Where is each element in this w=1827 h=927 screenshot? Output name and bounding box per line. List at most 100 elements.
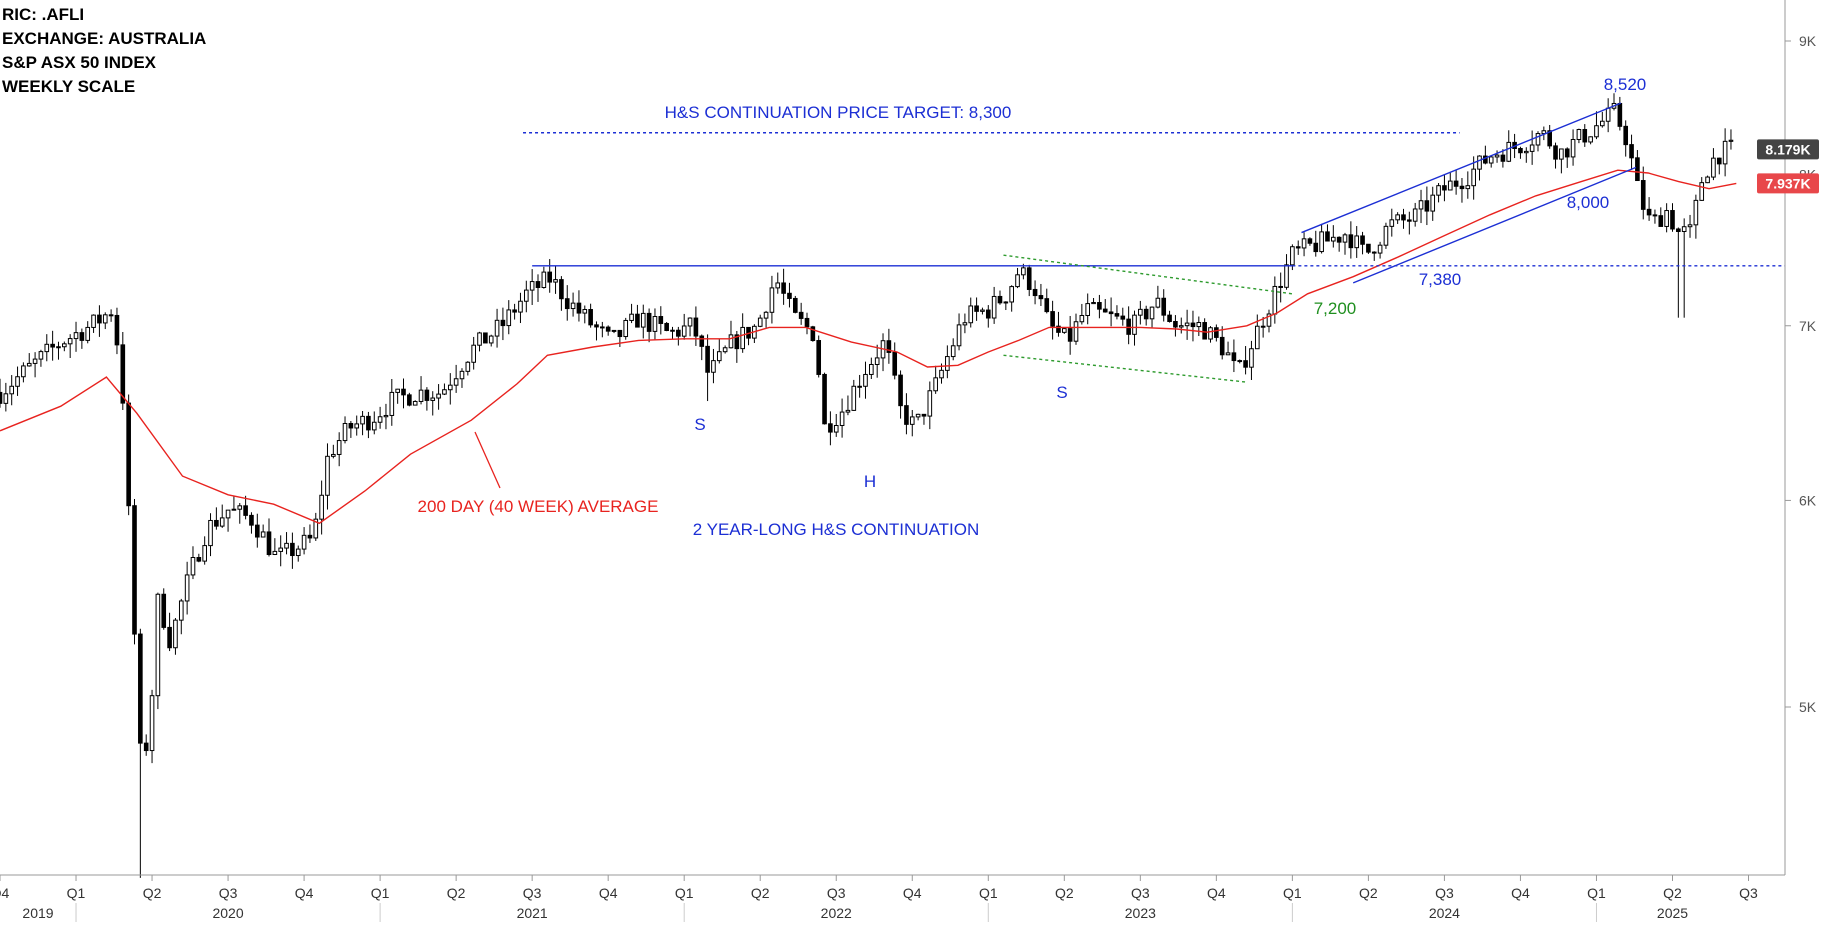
candle-down: [1459, 185, 1465, 190]
candle-up: [915, 413, 921, 418]
candle-up: [1301, 238, 1307, 249]
candle-up: [1330, 236, 1336, 242]
label-8000: 8,000: [1567, 193, 1610, 212]
candle-down: [564, 298, 570, 310]
candle-up: [1184, 322, 1190, 327]
candle-down: [1371, 251, 1377, 254]
x-year-label: 2020: [212, 905, 243, 921]
ma-annotation: 200 DAY (40 WEEK) AVERAGE: [418, 497, 659, 516]
candle-up: [1319, 231, 1324, 253]
candle-down: [1453, 180, 1459, 187]
candle-down: [1500, 154, 1506, 162]
x-quarter-label: Q1: [1587, 885, 1606, 901]
candle-up: [477, 332, 482, 346]
last-price-tag: 8.179K: [1757, 139, 1819, 160]
candle-down: [167, 626, 172, 649]
candle-down: [214, 519, 219, 527]
y-tick-label: 7K: [1799, 318, 1817, 334]
candle-up: [284, 542, 289, 549]
candle-up: [331, 453, 336, 457]
candle-up: [208, 519, 213, 547]
candle-down: [138, 633, 143, 744]
ma-price-tag: 7.937K: [1757, 173, 1819, 194]
candle-down: [1676, 228, 1681, 232]
candle-down: [1670, 210, 1675, 230]
candle-up: [681, 325, 687, 337]
x-quarter-label: Q3: [1435, 885, 1454, 901]
candle-down: [500, 319, 506, 327]
candle-up: [728, 334, 734, 349]
candle-up: [412, 400, 418, 406]
candle-down: [1032, 288, 1038, 297]
candle-down: [196, 557, 202, 562]
x-quarter-label: Q2: [447, 885, 466, 901]
candle-up: [775, 282, 781, 289]
candle-down: [1518, 148, 1523, 154]
candle-down: [1313, 242, 1319, 253]
x-quarter-label: Q3: [827, 885, 846, 901]
header-scale: WEEKLY SCALE: [2, 77, 135, 96]
candle-up: [1138, 308, 1143, 316]
candle-up: [91, 314, 96, 328]
candle-down: [307, 534, 313, 539]
candle-up: [874, 357, 880, 365]
candle-up: [471, 344, 476, 363]
candle-down: [512, 309, 517, 313]
candle-up: [839, 411, 845, 427]
candle-up: [313, 518, 319, 539]
x-axis: Q4 Q1 Q2 Q3 Q4 Q1 Q2 Q3 Q4 Q1 Q2 Q3 Q4 Q1 Q2 Q3 Q4 Q1 Q2 Q3…: [0, 875, 1758, 922]
candle-down: [1026, 267, 1032, 290]
candle-up: [465, 361, 471, 372]
candle-up: [155, 593, 161, 697]
candle-down: [594, 324, 599, 328]
candle-up: [1383, 225, 1389, 246]
candle-up: [833, 425, 839, 433]
candle-down: [348, 422, 354, 429]
candle-down: [1038, 295, 1044, 300]
candle-down: [1646, 208, 1652, 216]
x-quarter-label: Q2: [1663, 885, 1682, 901]
candle-down: [1295, 246, 1301, 249]
candle-down: [1442, 185, 1447, 191]
candle-down: [535, 281, 541, 288]
candle-up: [1003, 301, 1009, 304]
candle-down: [1102, 308, 1108, 313]
candle-down: [1325, 231, 1330, 242]
candle-up: [342, 422, 348, 442]
ma-line: [0, 169, 1737, 525]
candle-up: [430, 397, 436, 401]
candle-down: [974, 305, 979, 312]
candle-up: [1594, 125, 1599, 138]
candle-down: [693, 317, 699, 337]
candle-down: [126, 402, 131, 507]
candle-down: [1161, 297, 1167, 316]
candle-down: [254, 524, 260, 538]
candle-down: [646, 312, 652, 332]
candle-up: [506, 309, 512, 327]
candle-up: [1523, 150, 1529, 154]
candle-down: [658, 316, 664, 324]
y-tick-label: 6K: [1799, 492, 1817, 508]
candle-down: [424, 389, 430, 401]
x-year-label: 2021: [517, 905, 548, 921]
candle-up: [1395, 214, 1400, 221]
candle-up: [1009, 286, 1014, 303]
candle-down: [1237, 360, 1243, 363]
candle-down: [787, 292, 792, 299]
candle-up: [278, 547, 284, 552]
candle-down: [705, 345, 710, 373]
candle-up: [1506, 141, 1512, 162]
x-quarter-label: Q4: [903, 885, 922, 901]
candle-down: [1564, 148, 1570, 158]
candle-down: [1582, 129, 1588, 143]
candle-down: [1190, 322, 1196, 328]
candle-up: [1588, 136, 1593, 143]
header-exchange: EXCHANGE: AUSTRALIA: [2, 29, 206, 48]
candle-up: [711, 360, 716, 373]
candle-up: [980, 309, 985, 312]
candle-down: [1716, 157, 1722, 165]
candle-up: [933, 377, 938, 392]
candle-up: [939, 369, 944, 379]
candle-down: [266, 531, 272, 556]
